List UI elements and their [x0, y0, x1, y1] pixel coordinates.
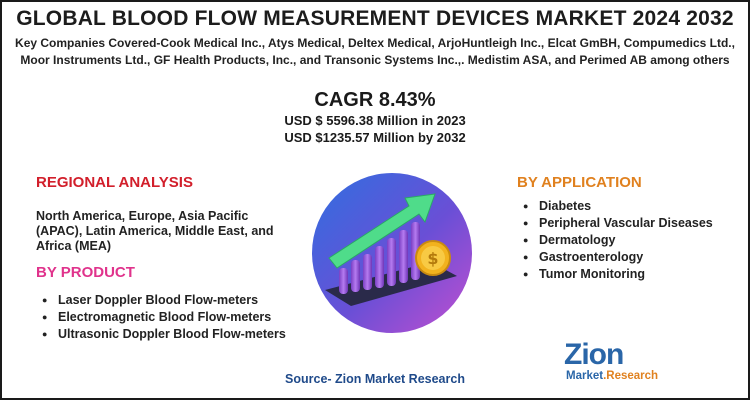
usd-2032-value: USD $1235.57 Million by 2032 [284, 130, 466, 145]
source-text: Source- Zion Market Research [285, 372, 465, 386]
coin-symbol: $ [427, 249, 438, 268]
product-list: Laser Doppler Blood Flow-meters Electrom… [40, 292, 286, 343]
regional-analysis-title: REGIONAL ANALYSIS [36, 174, 193, 191]
application-item: Diabetes [521, 198, 713, 215]
application-item: Tumor Monitoring [521, 266, 713, 283]
application-item: Peripheral Vascular Diseases [521, 215, 713, 232]
product-item: Electromagnetic Blood Flow-meters [40, 309, 286, 326]
growth-chart-icon: $ [312, 173, 472, 333]
by-product-title: BY PRODUCT [36, 264, 135, 281]
usd-2023-value: USD $ 5596.38 Million in 2023 [284, 113, 466, 128]
logo-main-text: Zion [564, 338, 624, 371]
regional-analysis-text: North America, Europe, Asia Pacific (APA… [36, 209, 274, 253]
key-companies-text: Key Companies Covered-Cook Medical Inc.,… [15, 36, 735, 67]
logo-sub-text: Market.Research [566, 370, 659, 382]
application-item: Dermatology [521, 232, 713, 249]
application-item: Gastroenterology [521, 249, 713, 266]
cagr-value: CAGR 8.43% [314, 89, 436, 111]
page-title: GLOBAL BLOOD FLOW MEASUREMENT DEVICES MA… [16, 7, 734, 30]
zion-logo: Zion Market.Research [564, 338, 658, 388]
application-list: Diabetes Peripheral Vascular Diseases De… [521, 198, 713, 283]
product-item: Ultrasonic Doppler Blood Flow-meters [40, 326, 286, 343]
product-item: Laser Doppler Blood Flow-meters [40, 292, 286, 309]
market-stats: CAGR 8.43% USD $ 5596.38 Million in 2023… [2, 88, 748, 146]
by-application-title: BY APPLICATION [517, 174, 642, 191]
